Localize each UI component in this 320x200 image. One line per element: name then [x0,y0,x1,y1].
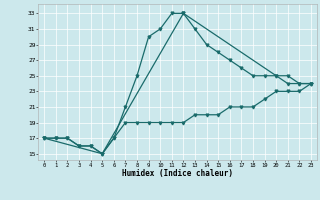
X-axis label: Humidex (Indice chaleur): Humidex (Indice chaleur) [122,169,233,178]
